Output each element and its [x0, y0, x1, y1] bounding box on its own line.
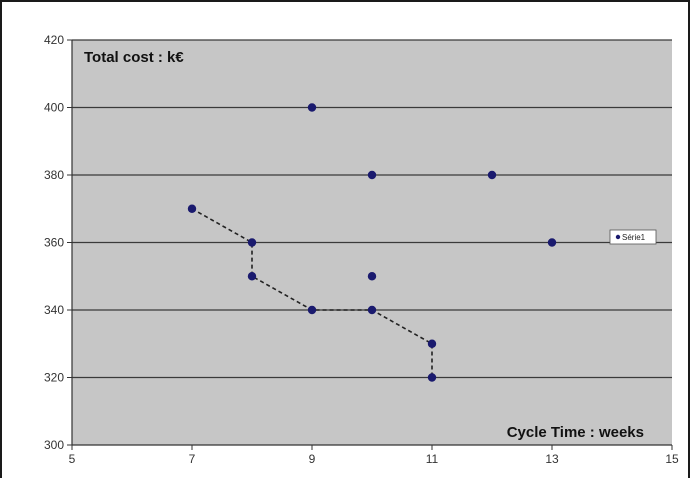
y-tick-label: 420 [44, 33, 64, 47]
data-point [367, 170, 377, 180]
data-point [427, 339, 437, 348]
x-axis-title: Cycle Time : weeks [507, 424, 644, 441]
y-tick-label: 320 [44, 371, 64, 385]
x-tick-label: 9 [309, 452, 316, 466]
x-tick-label: 5 [69, 452, 76, 466]
y-tick-label: 300 [44, 438, 64, 452]
data-point [247, 238, 257, 247]
y-tick-label: 380 [44, 168, 64, 182]
legend-marker [615, 234, 621, 240]
x-tick-label: 15 [665, 452, 679, 466]
legend-box [609, 229, 657, 245]
data-point [307, 103, 317, 112]
axes [67, 39, 673, 450]
legend: Série1 [609, 229, 657, 245]
data-point [367, 305, 377, 315]
data-point [187, 204, 197, 213]
y-tick-label: 360 [44, 236, 64, 250]
data-point [247, 272, 257, 281]
data-points [187, 103, 557, 382]
data-point [307, 305, 317, 315]
data-point [547, 238, 557, 247]
data-point [367, 272, 377, 281]
x-tick-labels: 5 7 9 11 13 15 [69, 452, 679, 466]
data-point [427, 373, 437, 382]
y-tick-label: 400 [44, 101, 64, 115]
x-tick-label: 13 [545, 452, 559, 466]
y-tick-label: 340 [44, 303, 64, 317]
data-point [487, 170, 497, 180]
y-tick-labels: 300 320 340 360 380 400 420 [44, 33, 64, 452]
x-tick-label: 11 [426, 452, 439, 466]
legend-entry-label: Série1 [622, 233, 646, 242]
y-axis-title: Total cost : k€ [84, 49, 184, 66]
x-tick-label: 7 [189, 452, 196, 466]
